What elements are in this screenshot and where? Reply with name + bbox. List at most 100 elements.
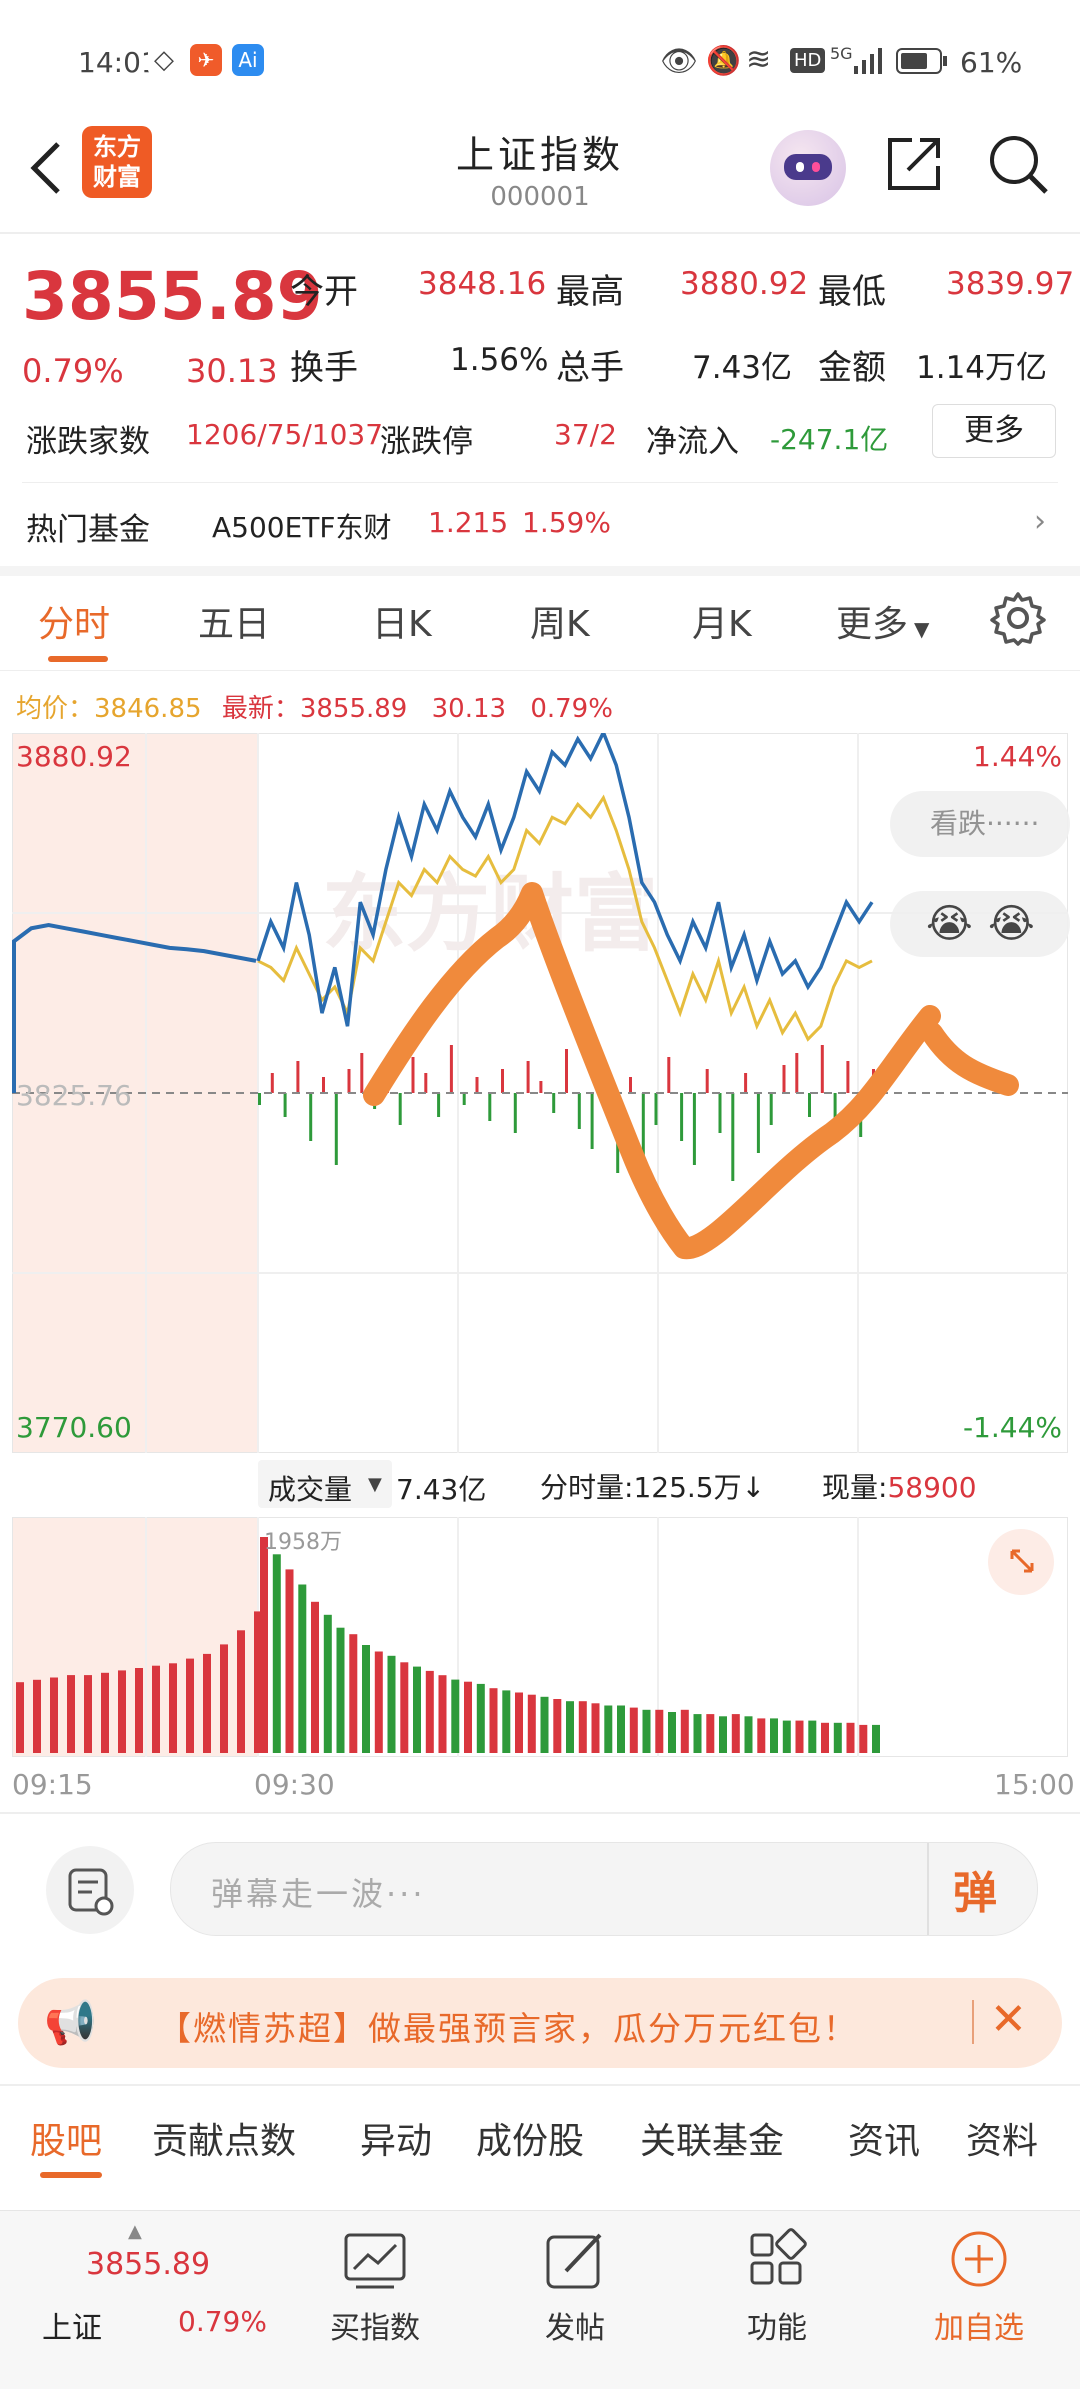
volume-bar: [349, 1634, 358, 1753]
net-bar: [667, 1057, 671, 1093]
volume-bar: [272, 1554, 281, 1753]
status-bar: 14:01 ◇ ✈ Ai 👁 🔕 ≋ HD 5G 61%: [0, 0, 1080, 120]
open-value: 3848.16: [418, 266, 547, 302]
tab-more[interactable]: 更多 ▼: [836, 604, 930, 645]
subtab-constituents[interactable]: 成份股: [476, 2121, 585, 2162]
net-bar: [258, 1093, 261, 1105]
back-button[interactable]: [22, 132, 72, 204]
tab-weekly-k[interactable]: 周K: [530, 604, 590, 645]
divider: [0, 2084, 1080, 2086]
net-bar: [322, 1077, 325, 1093]
volume-bar: [859, 1724, 868, 1753]
ai-app-icon: Ai: [232, 44, 264, 76]
hd-icon: HD: [790, 48, 826, 73]
turnover-label: 换手: [290, 348, 358, 388]
tab-indicator: [48, 656, 108, 662]
volume-bar: [67, 1675, 75, 1753]
tab-five-day[interactable]: 五日: [198, 604, 271, 645]
promo-banner[interactable]: 📢 【燃情苏超】做最强预言家，瓜分万元红包！ ✕: [18, 1978, 1062, 2068]
intraday-chart[interactable]: 东方财富 3880.92 3825.76 3770.60 1.44% -1.44…: [11, 728, 1070, 1454]
tab-intraday[interactable]: 分时: [38, 604, 111, 645]
share-icon[interactable]: [882, 132, 946, 196]
limit-value: 37/2: [554, 418, 617, 451]
danmaku-settings-button[interactable]: [46, 1846, 134, 1934]
bearish-vote-button[interactable]: 看跌······: [890, 791, 1070, 857]
volume-bar: [451, 1679, 460, 1753]
volume-bar: [50, 1677, 58, 1753]
volume-bar: [33, 1679, 41, 1753]
mute-bell-icon: 🔕: [706, 44, 741, 77]
net-bar: [820, 1045, 824, 1093]
volume-type-dropdown[interactable]: 成交量 ▼: [258, 1460, 392, 1508]
functions-button[interactable]: 功能: [712, 2225, 842, 2375]
volume-bar: [770, 1718, 778, 1753]
current-volume: 现量:58900: [822, 1471, 977, 1504]
volume-bar: [821, 1722, 829, 1753]
volume-bar: [374, 1651, 383, 1753]
breadth-value: 1206/75/1037: [186, 418, 384, 451]
subtab-movement[interactable]: 异动: [360, 2121, 433, 2162]
subtab-related-funds[interactable]: 关联基金: [640, 2121, 785, 2162]
expand-icon[interactable]: [988, 1529, 1054, 1595]
emoji-reactions[interactable]: 😭 😭: [890, 891, 1070, 957]
y-axis-bottom-label: 3770.60: [16, 1411, 132, 1444]
add-watchlist-button[interactable]: 加自选: [914, 2225, 1044, 2375]
volume-bar: [135, 1668, 143, 1753]
net-bar: [680, 1093, 684, 1141]
buy-index-button[interactable]: 买指数: [310, 2225, 440, 2375]
volume-bar: [578, 1701, 587, 1753]
bottom-index-pct[interactable]: 0.79%: [178, 2305, 267, 2338]
tab-monthly-k[interactable]: 月K: [692, 604, 752, 645]
net-bar: [437, 1093, 441, 1117]
subtab-forum[interactable]: 股吧: [30, 2121, 103, 2162]
subtab-news[interactable]: 资讯: [848, 2121, 921, 2162]
volume-bar: [642, 1709, 651, 1753]
tab-daily-k[interactable]: 日K: [372, 604, 432, 645]
intraday-info-line: 均价：3846.85 最新：3855.89 30.13 0.79%: [16, 694, 613, 724]
promo-text: 【燃情苏超】做最强预言家，瓜分万元红包！: [158, 2009, 858, 2048]
top-header: 东方 财富 上证指数 000001: [0, 120, 1080, 232]
stock-code: 000001: [490, 182, 590, 212]
grid-apps-icon: [750, 2228, 807, 2285]
subtab-profile[interactable]: 资料: [966, 2121, 1039, 2162]
y-axis-top-label: 3880.92: [16, 740, 132, 773]
volume-bar: [387, 1655, 396, 1753]
crying-emoji-icon: 😭: [988, 901, 1035, 947]
close-icon[interactable]: ✕: [990, 1994, 1027, 2045]
net-bar: [731, 1093, 735, 1181]
volume-chart-svg: 1958万: [11, 1516, 1069, 1758]
volume-bar: [808, 1720, 817, 1753]
volume-bar: [553, 1699, 562, 1753]
danmaku-input[interactable]: 弹幕走一波··· 弹: [170, 1842, 1038, 1936]
net-bar: [449, 1045, 453, 1093]
net-bar: [526, 1061, 530, 1093]
net-bar: [718, 1093, 722, 1133]
search-icon[interactable]: [986, 132, 1050, 196]
triangle-down-icon: ▼: [368, 1474, 382, 1495]
post-button[interactable]: 发帖: [510, 2225, 640, 2375]
net-bar: [475, 1077, 479, 1093]
x-axis-open: 09:30: [254, 1768, 335, 1801]
hot-fund-row[interactable]: 热门基金 A500ETF东财 1.215 1.59% ›: [0, 490, 1080, 558]
amount-label: 金额: [818, 348, 886, 388]
subtab-contribution[interactable]: 贡献点数: [152, 2121, 297, 2162]
volume-bar: [464, 1681, 472, 1753]
settings-gear-icon[interactable]: [990, 590, 1046, 646]
x-axis-start: 09:15: [12, 1768, 93, 1801]
bottom-index-price[interactable]: 3855.89: [86, 2247, 211, 2282]
limit-label: 涨跌停: [380, 424, 473, 460]
volume-bar: [502, 1690, 511, 1753]
net-bar: [654, 1093, 658, 1125]
bottom-index-name[interactable]: 上证: [42, 2311, 102, 2346]
danmaku-send-icon[interactable]: 弹: [953, 1868, 997, 1919]
volume-bar: [719, 1716, 727, 1753]
net-bar: [833, 1093, 837, 1129]
wifi-icon: ≋: [746, 42, 772, 77]
amount-value: 1.14万亿: [916, 350, 1048, 386]
volume-bar: [706, 1714, 715, 1753]
volume-label: 总手: [556, 348, 624, 388]
more-quote-button[interactable]: 更多: [932, 404, 1056, 458]
ai-assistant-avatar[interactable]: [770, 130, 846, 206]
volume-chart[interactable]: 1958万: [11, 1516, 1069, 1758]
volume-bar: [260, 1537, 268, 1753]
